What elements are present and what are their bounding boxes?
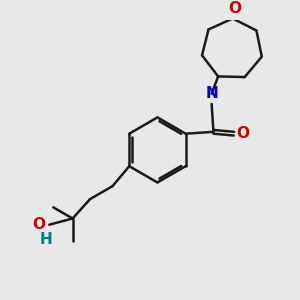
Text: O: O [237, 126, 250, 141]
Text: O: O [228, 1, 241, 16]
Text: O: O [32, 217, 46, 232]
Text: H: H [39, 232, 52, 247]
Text: N: N [205, 86, 218, 101]
